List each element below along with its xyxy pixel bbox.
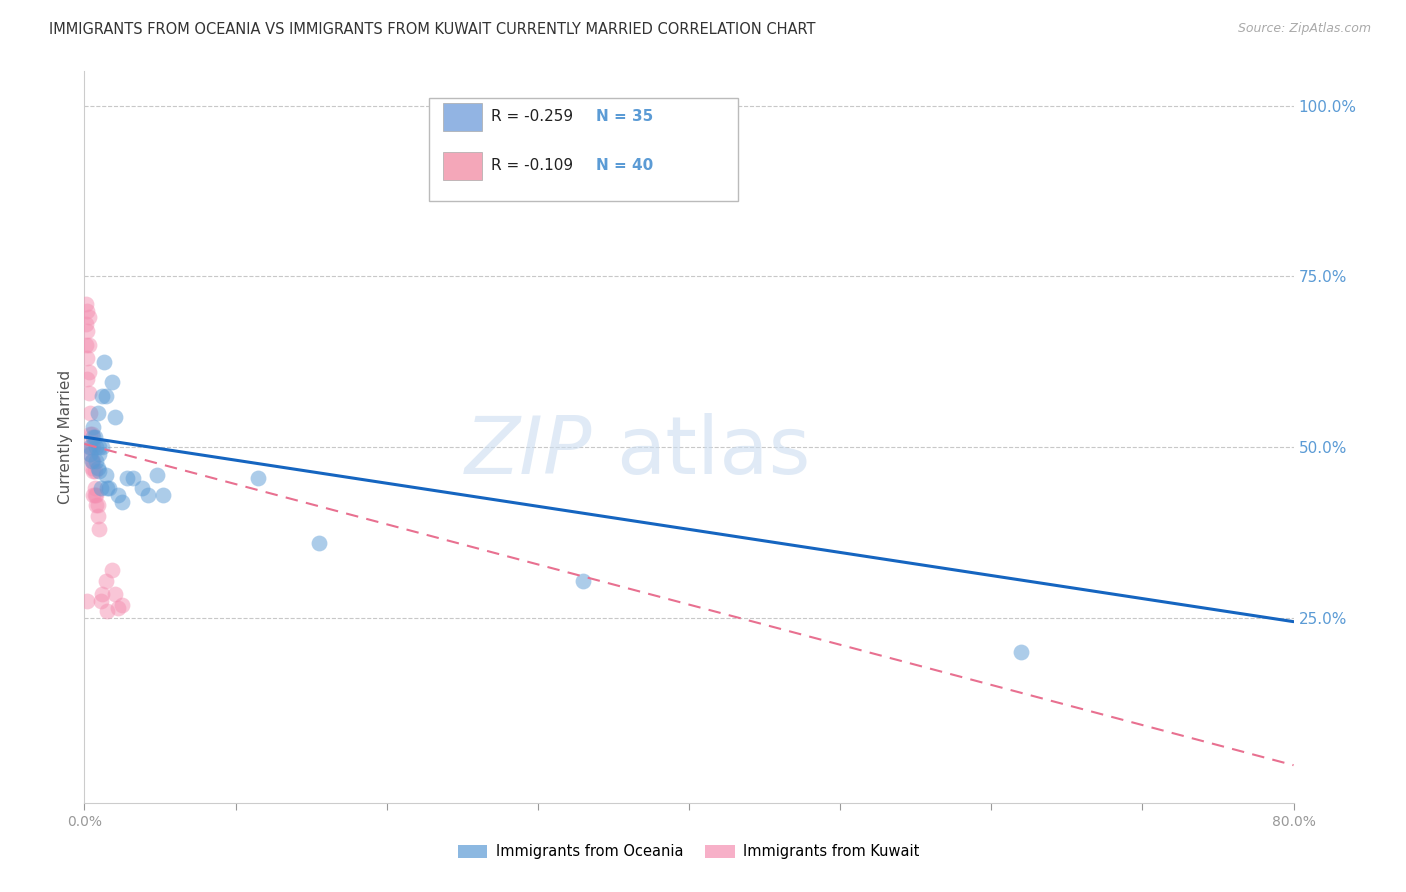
- Point: [79, 440, 101, 454]
- Point: [94, 467, 117, 482]
- Point: [77, 440, 100, 454]
- Point: [87, 460, 110, 475]
- Point: [111, 598, 134, 612]
- Legend: Immigrants from Oceania, Immigrants from Kuwait: Immigrants from Oceania, Immigrants from…: [453, 838, 925, 865]
- Point: [104, 587, 127, 601]
- Text: Source: ZipAtlas.com: Source: ZipAtlas.com: [1237, 22, 1371, 36]
- Point: [152, 488, 174, 502]
- Point: [100, 376, 122, 390]
- Text: R = -0.109: R = -0.109: [491, 159, 572, 173]
- Point: [87, 499, 110, 513]
- Point: [107, 601, 129, 615]
- Point: [82, 440, 104, 454]
- Text: ZIP: ZIP: [465, 413, 592, 491]
- Point: [80, 460, 103, 475]
- Point: [86, 488, 108, 502]
- Point: [131, 481, 153, 495]
- Point: [89, 440, 111, 454]
- Point: [107, 488, 129, 502]
- Point: [82, 430, 104, 444]
- Point: [82, 454, 104, 468]
- Point: [115, 471, 138, 485]
- Point: [90, 594, 112, 608]
- Point: [80, 454, 103, 468]
- Point: [572, 574, 595, 588]
- Point: [86, 454, 108, 468]
- Point: [104, 409, 127, 424]
- Point: [100, 563, 122, 577]
- Point: [84, 464, 107, 478]
- Point: [82, 420, 104, 434]
- Point: [76, 372, 98, 386]
- Point: [146, 467, 169, 482]
- Point: [75, 297, 97, 311]
- Point: [90, 481, 112, 495]
- Point: [87, 406, 110, 420]
- Point: [76, 594, 98, 608]
- Point: [89, 522, 111, 536]
- Point: [76, 351, 98, 366]
- Y-axis label: Currently Married: Currently Married: [58, 370, 73, 504]
- Point: [94, 574, 117, 588]
- Point: [80, 454, 103, 468]
- Point: [86, 440, 108, 454]
- Point: [84, 481, 107, 495]
- Point: [91, 389, 114, 403]
- Point: [93, 355, 115, 369]
- Point: [79, 447, 101, 461]
- Point: [80, 426, 103, 441]
- Point: [91, 587, 114, 601]
- Text: N = 35: N = 35: [596, 110, 654, 124]
- Point: [82, 488, 104, 502]
- Point: [75, 338, 97, 352]
- Point: [247, 471, 270, 485]
- Point: [75, 318, 97, 332]
- Text: R = -0.259: R = -0.259: [491, 110, 572, 124]
- Point: [97, 481, 120, 495]
- Point: [80, 440, 103, 454]
- Point: [82, 464, 104, 478]
- Point: [89, 464, 111, 478]
- Point: [84, 430, 107, 444]
- Point: [79, 426, 101, 441]
- Point: [79, 406, 101, 420]
- Text: IMMIGRANTS FROM OCEANIA VS IMMIGRANTS FROM KUWAIT CURRENTLY MARRIED CORRELATION : IMMIGRANTS FROM OCEANIA VS IMMIGRANTS FR…: [49, 22, 815, 37]
- Point: [94, 389, 117, 403]
- Point: [121, 471, 143, 485]
- Text: atlas: atlas: [616, 413, 811, 491]
- Point: [77, 365, 100, 379]
- Point: [111, 495, 134, 509]
- Point: [77, 310, 100, 325]
- Point: [84, 488, 107, 502]
- Point: [79, 447, 101, 461]
- Point: [76, 303, 98, 318]
- Point: [89, 447, 111, 461]
- Point: [76, 324, 98, 338]
- Point: [308, 536, 330, 550]
- Point: [77, 385, 100, 400]
- Point: [91, 440, 114, 454]
- Point: [1011, 645, 1033, 659]
- Text: N = 40: N = 40: [596, 159, 654, 173]
- Point: [96, 481, 118, 495]
- Point: [77, 338, 100, 352]
- Point: [86, 499, 108, 513]
- Point: [136, 488, 159, 502]
- Point: [96, 604, 118, 618]
- Point: [87, 508, 110, 523]
